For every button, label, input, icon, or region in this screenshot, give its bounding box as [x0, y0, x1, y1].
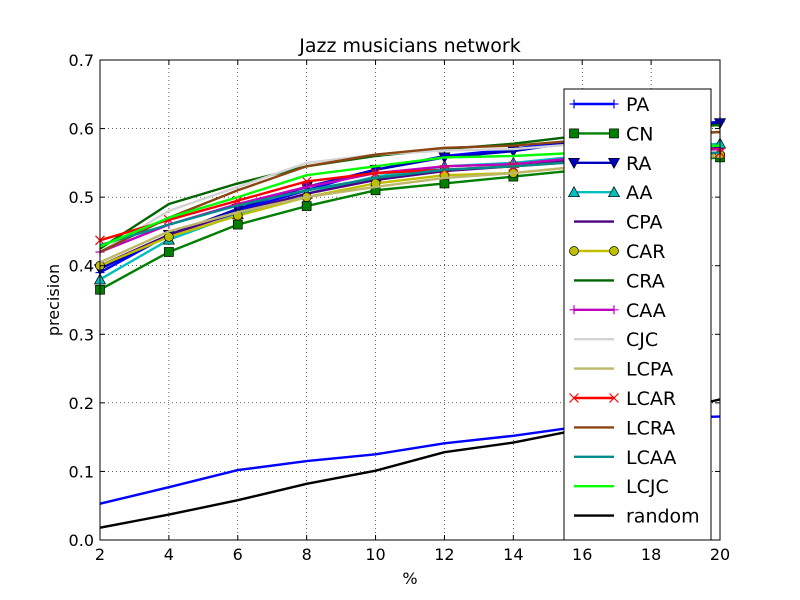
legend-item-lcaa-12: LCAA [574, 447, 676, 469]
legend-item-car-5: CAR [569, 241, 665, 263]
legend-label-lcjc-13: LCJC [626, 476, 669, 498]
y-tick-label: 0.3 [69, 325, 94, 344]
x-tick-label: 14 [503, 545, 523, 564]
legend-item-pa-0: PA [569, 94, 649, 116]
data-point-cn-1 [301, 201, 312, 211]
legend-item-lcra-11: LCRA [574, 417, 675, 439]
legend-box [563, 88, 712, 541]
legend-label-lcaa-12: LCAA [626, 447, 676, 469]
data-point-lcar-10 [370, 168, 381, 179]
legend-item-cra-6: CRA [574, 270, 665, 292]
legend-marker-caa-7 [609, 305, 619, 315]
y-tick-label: 0.6 [69, 120, 94, 139]
legend-item-cjc-8: CJC [574, 329, 658, 351]
legend-label-ra-2: RA [626, 153, 651, 175]
legend-marker-ra-2 [567, 157, 581, 170]
legend-item-caa-7: CAA [569, 300, 666, 322]
x-tick-label: 2 [95, 545, 105, 564]
legend-item-cn-1: CN [569, 123, 653, 145]
legend-item-lcjc-13: LCJC [574, 476, 669, 498]
y-tick-label: 0.4 [69, 257, 94, 276]
legend-item-aa-3: AA [567, 182, 653, 204]
legend-item-ra-2: RA [567, 153, 651, 175]
legend-marker-aa-3 [567, 185, 581, 198]
legend-marker-cn-1 [609, 128, 619, 139]
legend-marker-car-5 [609, 246, 619, 256]
legend-marker-car-5 [569, 246, 579, 256]
legend-label-car-5: CAR [626, 241, 665, 263]
x-tick-label: 18 [641, 545, 661, 564]
legend-item-lcpa-9: LCPA [574, 359, 673, 381]
x-tick-label: 12 [434, 545, 454, 564]
legend-label-cra-6: CRA [626, 270, 665, 292]
x-tick-label: 16 [572, 545, 592, 564]
plot-frame [99, 59, 721, 541]
legend-label-aa-3: AA [626, 182, 653, 204]
data-point-cn-1 [232, 219, 243, 230]
legend-label-lcar-10: LCAR [626, 388, 676, 410]
y-tick-label: 0.2 [69, 394, 94, 413]
legend-marker-ra-2 [607, 157, 621, 170]
axis-ticks: 2 4 6 8 10 12 14 16 18 20 0.0 0.1 0.2 0.3 0.4 0.5 0.6 0.7 [69, 51, 731, 564]
legend-label-pa-0: PA [626, 94, 649, 116]
legend-label-lcra-11: LCRA [626, 417, 675, 439]
legend-label-lcpa-9: LCPA [626, 359, 673, 381]
x-tick-label: 8 [302, 545, 312, 564]
legend-label-cjc-8: CJC [626, 329, 658, 351]
legend-marker-pa-0 [569, 99, 579, 109]
x-tick-label: 6 [233, 545, 243, 564]
legend-marker-pa-0 [609, 99, 619, 109]
y-tick-label: 0.0 [69, 531, 94, 550]
legend-item-lcar-10: LCAR [569, 388, 676, 410]
y-tick-label: 0.7 [69, 51, 94, 70]
legend-label-random-15: random [626, 506, 700, 528]
y-tick-label: 0.1 [69, 462, 94, 481]
x-tick-label: 4 [164, 545, 174, 564]
legend-marker-aa-3 [607, 185, 621, 198]
data-point-cn-1 [439, 178, 450, 189]
y-axis-label: precision [44, 264, 63, 336]
y-tick-label: 0.5 [69, 188, 94, 207]
legend-item-cpa-4: CPA [574, 212, 663, 234]
legend-marker-lcar-10 [569, 393, 579, 403]
x-tick-label: 20 [710, 545, 730, 564]
x-tick-label: 10 [365, 545, 385, 564]
chart-title: Jazz musicians network [298, 35, 520, 57]
legend-marker-caa-7 [569, 305, 579, 315]
legend-marker-cn-1 [569, 128, 579, 139]
legend-label-caa-7: CAA [626, 300, 666, 322]
legend-item-random-15: random [574, 506, 700, 528]
data-point-cn-1 [164, 247, 174, 257]
legend-label-cpa-4: CPA [626, 212, 663, 234]
x-axis-label: % [402, 569, 417, 588]
data-point-lcar-10 [301, 176, 312, 187]
legend: PA CN RA AA CPA CAR CRA CAA CJC LCPA LCAR LCRA LCAA L… [563, 88, 712, 541]
legend-marker-lcar-10 [609, 393, 619, 403]
legend-label-cn-1: CN [626, 123, 653, 145]
